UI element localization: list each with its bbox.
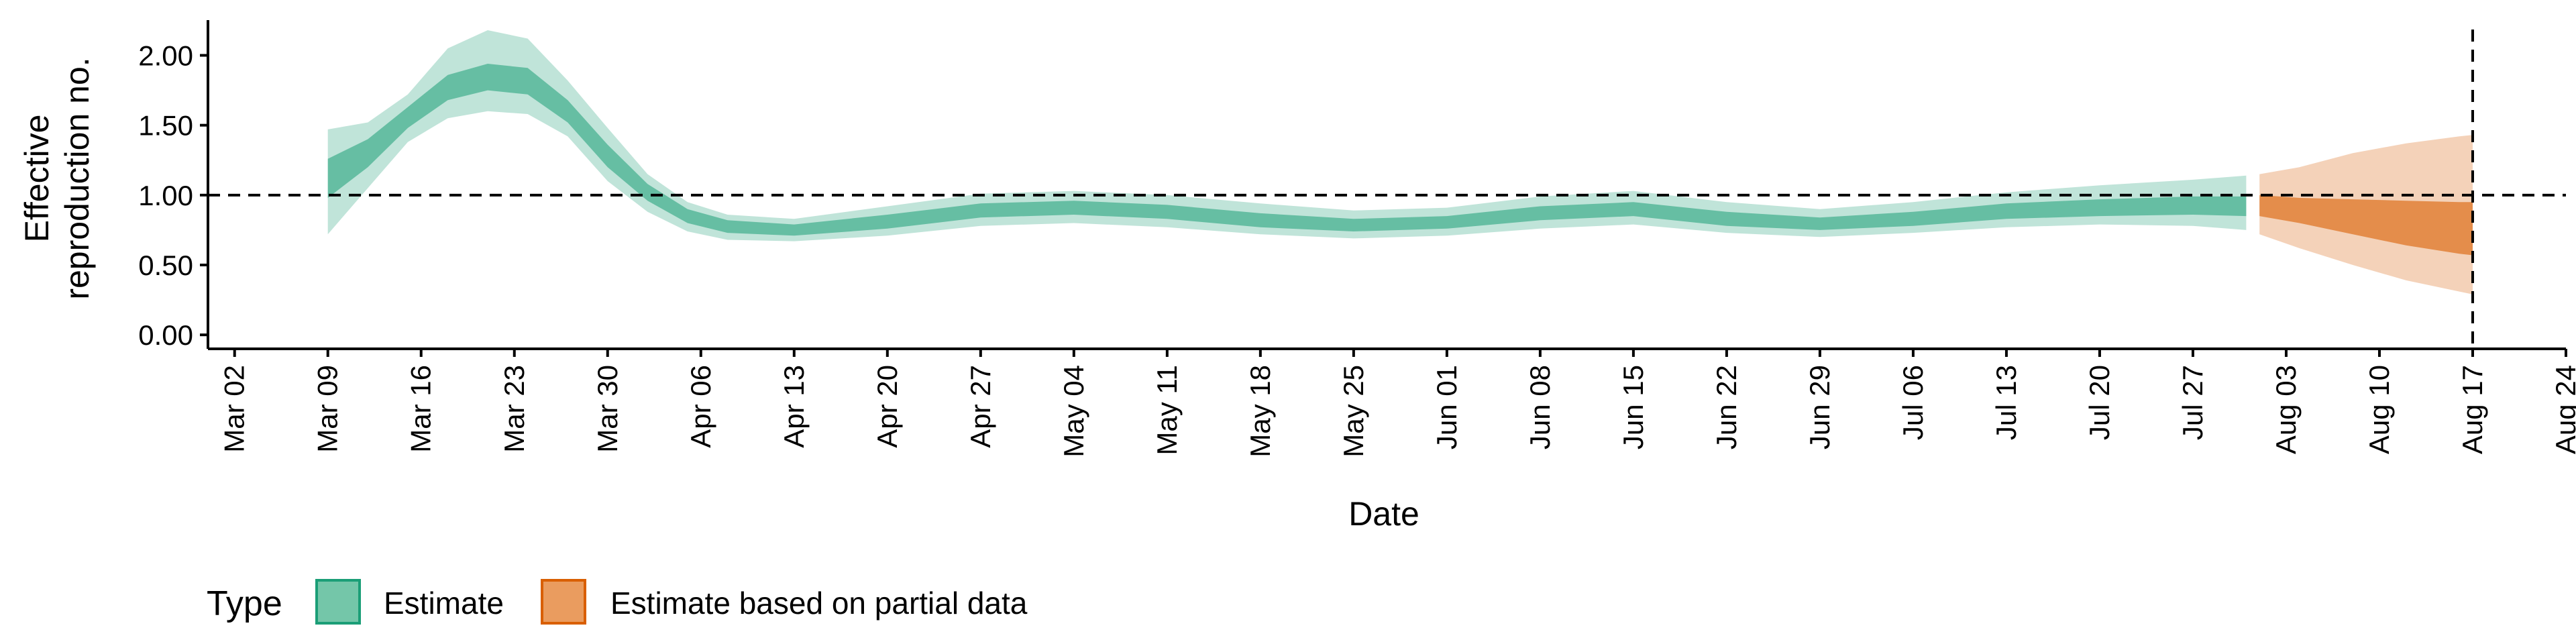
y-tick-label: 1.50 (138, 110, 193, 142)
x-tick-label: Apr 06 (685, 365, 716, 448)
x-tick-label: Jun 22 (1711, 365, 1742, 449)
x-tick-label: Aug 24 (2550, 365, 2576, 454)
x-tick-label: Jul 06 (1897, 365, 1929, 440)
x-tick-label: Jul 27 (2177, 365, 2208, 440)
x-tick-label: Jul 13 (1990, 365, 2022, 440)
x-tick-label: Jun 01 (1431, 365, 1462, 449)
reference-lines (208, 30, 2566, 349)
legend-key-estimate (315, 579, 361, 625)
x-tick-label: May 04 (1058, 365, 1089, 458)
x-tick-label: Aug 17 (2457, 365, 2488, 454)
legend-label-estimate: Estimate (384, 586, 504, 621)
y-tick-label: 0.50 (138, 250, 193, 281)
legend: Type Estimate Estimate based on partial … (207, 579, 1028, 625)
x-tick-label: Jul 20 (2084, 365, 2115, 440)
x-tick-label: Jun 29 (1804, 365, 1835, 449)
x-tick-label: Jun 15 (1617, 365, 1649, 449)
y-axis-title-line-1: Effective (18, 115, 56, 243)
x-tick-label: Mar 30 (592, 365, 623, 453)
ribbon-90-estimate (327, 30, 2247, 241)
legend-label-partial: Estimate based on partial data (610, 586, 1028, 621)
x-tick-label: Apr 27 (965, 365, 996, 448)
y-tick-label: 2.00 (138, 40, 193, 72)
x-tick-label: May 11 (1151, 365, 1183, 455)
legend-key-partial (541, 579, 586, 625)
x-tick-label: Aug 03 (2270, 365, 2302, 454)
x-tick-label: Aug 10 (2363, 365, 2395, 454)
ribbon-50-estimate (327, 64, 2247, 236)
x-tick-label: May 18 (1244, 365, 1276, 458)
y-axis-title-line-2: reproduction no. (58, 57, 96, 299)
x-tick-label: May 25 (1338, 365, 1369, 458)
y-tick-label: 0.00 (138, 319, 193, 351)
ribbon-50-partial (2259, 195, 2473, 256)
x-tick-label: Mar 23 (498, 365, 530, 453)
x-tick-label: Apr 13 (778, 365, 810, 448)
axes: 0.00 0.50 1.00 1.50 2.00 Mar 02 Mar 09 Mar 16 Ma… (138, 20, 2576, 458)
ribbon-layer (327, 30, 2473, 294)
x-tick-label: Mar 09 (312, 365, 343, 453)
legend-title: Type (207, 584, 282, 623)
x-tick-label: Mar 02 (219, 365, 250, 453)
x-tick-label: Apr 20 (871, 365, 903, 448)
x-tick-label: Jun 08 (1524, 365, 1556, 449)
x-axis-title: Date (1348, 495, 1419, 533)
y-tick-label: 1.00 (138, 180, 193, 211)
x-tick-label: Mar 16 (405, 365, 437, 453)
